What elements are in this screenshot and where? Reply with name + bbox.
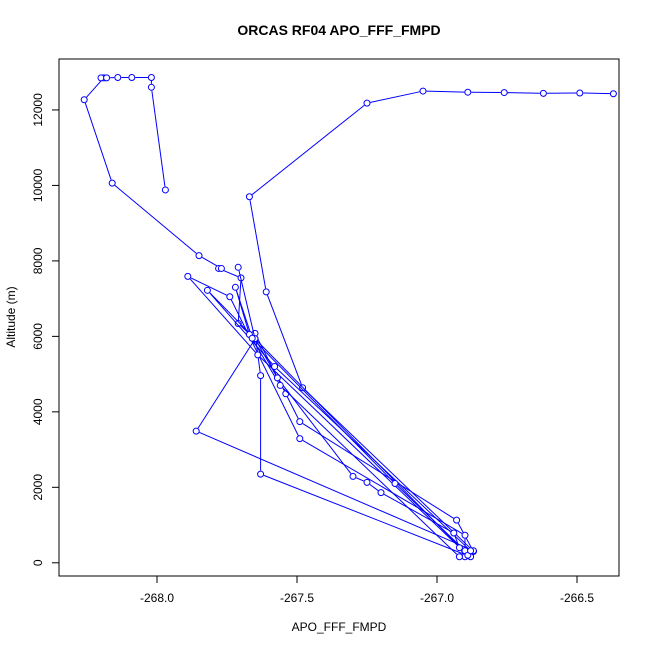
- series-segment: [197, 341, 254, 429]
- series-segment: [263, 474, 468, 556]
- series-segment: [114, 185, 197, 254]
- data-point: [296, 435, 304, 443]
- y-axis-label: Altitude (m): [4, 286, 18, 347]
- series-segment: [254, 340, 393, 482]
- series-segment: [238, 270, 255, 336]
- x-tick-label: -267.0: [420, 591, 454, 605]
- data-point: [147, 83, 155, 91]
- y-tick-label: 10000: [31, 168, 45, 202]
- series-segment: [209, 292, 273, 365]
- data-point: [539, 89, 547, 97]
- data-point: [226, 293, 234, 301]
- data-point: [453, 516, 461, 524]
- data-point: [467, 547, 475, 555]
- data-point: [254, 351, 262, 359]
- series-segment: [266, 294, 302, 385]
- data-point: [349, 472, 357, 480]
- series-segment: [426, 90, 465, 93]
- y-tick-label: 8000: [31, 247, 45, 274]
- data-point: [80, 96, 88, 104]
- series-segment: [356, 477, 364, 482]
- x-tick-label: -266.5: [560, 591, 594, 605]
- series-segment: [221, 269, 238, 277]
- data-point: [257, 470, 265, 478]
- y-tick-label: 4000: [31, 398, 45, 425]
- data-point: [461, 531, 469, 539]
- series-segment: [201, 256, 219, 268]
- data-point: [114, 73, 122, 81]
- data-point: [108, 179, 116, 187]
- data-point: [391, 480, 399, 488]
- plot-frame: [58, 58, 620, 577]
- data-point: [192, 427, 200, 435]
- data-point: [103, 74, 111, 82]
- data-series-2: [184, 263, 475, 561]
- data-point: [500, 89, 508, 97]
- series-segment: [583, 92, 610, 95]
- data-point: [262, 288, 270, 296]
- x-axis: -268.0 -267.5 -267.0 -266.5: [140, 576, 594, 605]
- series-segment: [507, 92, 540, 94]
- x-axis-label: APO_FFF_FMPD: [292, 620, 387, 634]
- data-point: [248, 334, 256, 342]
- series-layer: [80, 73, 617, 561]
- data-point: [363, 478, 371, 486]
- data-point: [184, 272, 192, 280]
- series-segment: [199, 432, 471, 550]
- data-point: [455, 553, 463, 561]
- series-segment: [251, 104, 365, 195]
- series-segment: [302, 423, 454, 519]
- series-segment: [259, 356, 466, 554]
- series-segment: [370, 91, 420, 103]
- series-segment: [286, 396, 299, 419]
- data-point: [296, 418, 304, 426]
- data-point: [203, 286, 211, 294]
- y-axis: 0 2000 4000 6000 8000 10000 12000: [31, 93, 59, 566]
- series-segment: [276, 368, 469, 549]
- data-point: [217, 264, 225, 272]
- data-point: [257, 372, 265, 380]
- series-segment: [189, 278, 256, 353]
- x-tick-label: -268.0: [140, 591, 174, 605]
- x-tick-label: -267.5: [280, 591, 314, 605]
- data-point: [245, 193, 253, 201]
- data-point: [455, 544, 463, 552]
- data-point: [464, 88, 472, 96]
- series-segment: [151, 90, 166, 187]
- series-segment: [282, 387, 458, 555]
- series-segment: [369, 484, 379, 491]
- data-point: [161, 186, 169, 194]
- data-point: [234, 263, 242, 271]
- data-point: [128, 73, 136, 81]
- data-point: [377, 489, 385, 497]
- data-point: [276, 381, 284, 389]
- chart-title: ORCAS RF04 APO_FFF_FMPD: [237, 22, 440, 38]
- data-point: [231, 283, 239, 291]
- data-point: [195, 252, 203, 260]
- data-point: [271, 363, 279, 371]
- data-point: [450, 529, 458, 537]
- data-point: [273, 374, 281, 382]
- data-point: [363, 99, 371, 107]
- y-tick-label: 0: [31, 559, 45, 566]
- series-segment: [383, 493, 451, 532]
- series-segment: [230, 299, 299, 436]
- data-point: [576, 89, 584, 97]
- data-point: [234, 320, 242, 328]
- data-point: [147, 73, 155, 81]
- series-segment: [304, 389, 472, 550]
- data-series-1: [80, 73, 617, 561]
- y-tick-label: 6000: [31, 323, 45, 350]
- y-tick-label: 2000: [31, 474, 45, 501]
- series-segment: [84, 102, 112, 180]
- series-segment: [86, 80, 102, 98]
- data-point: [609, 90, 617, 98]
- series-segment: [190, 277, 227, 296]
- series-segment: [249, 200, 267, 289]
- y-tick-label: 12000: [31, 93, 45, 127]
- series-segment: [236, 290, 252, 336]
- data-point: [419, 87, 427, 95]
